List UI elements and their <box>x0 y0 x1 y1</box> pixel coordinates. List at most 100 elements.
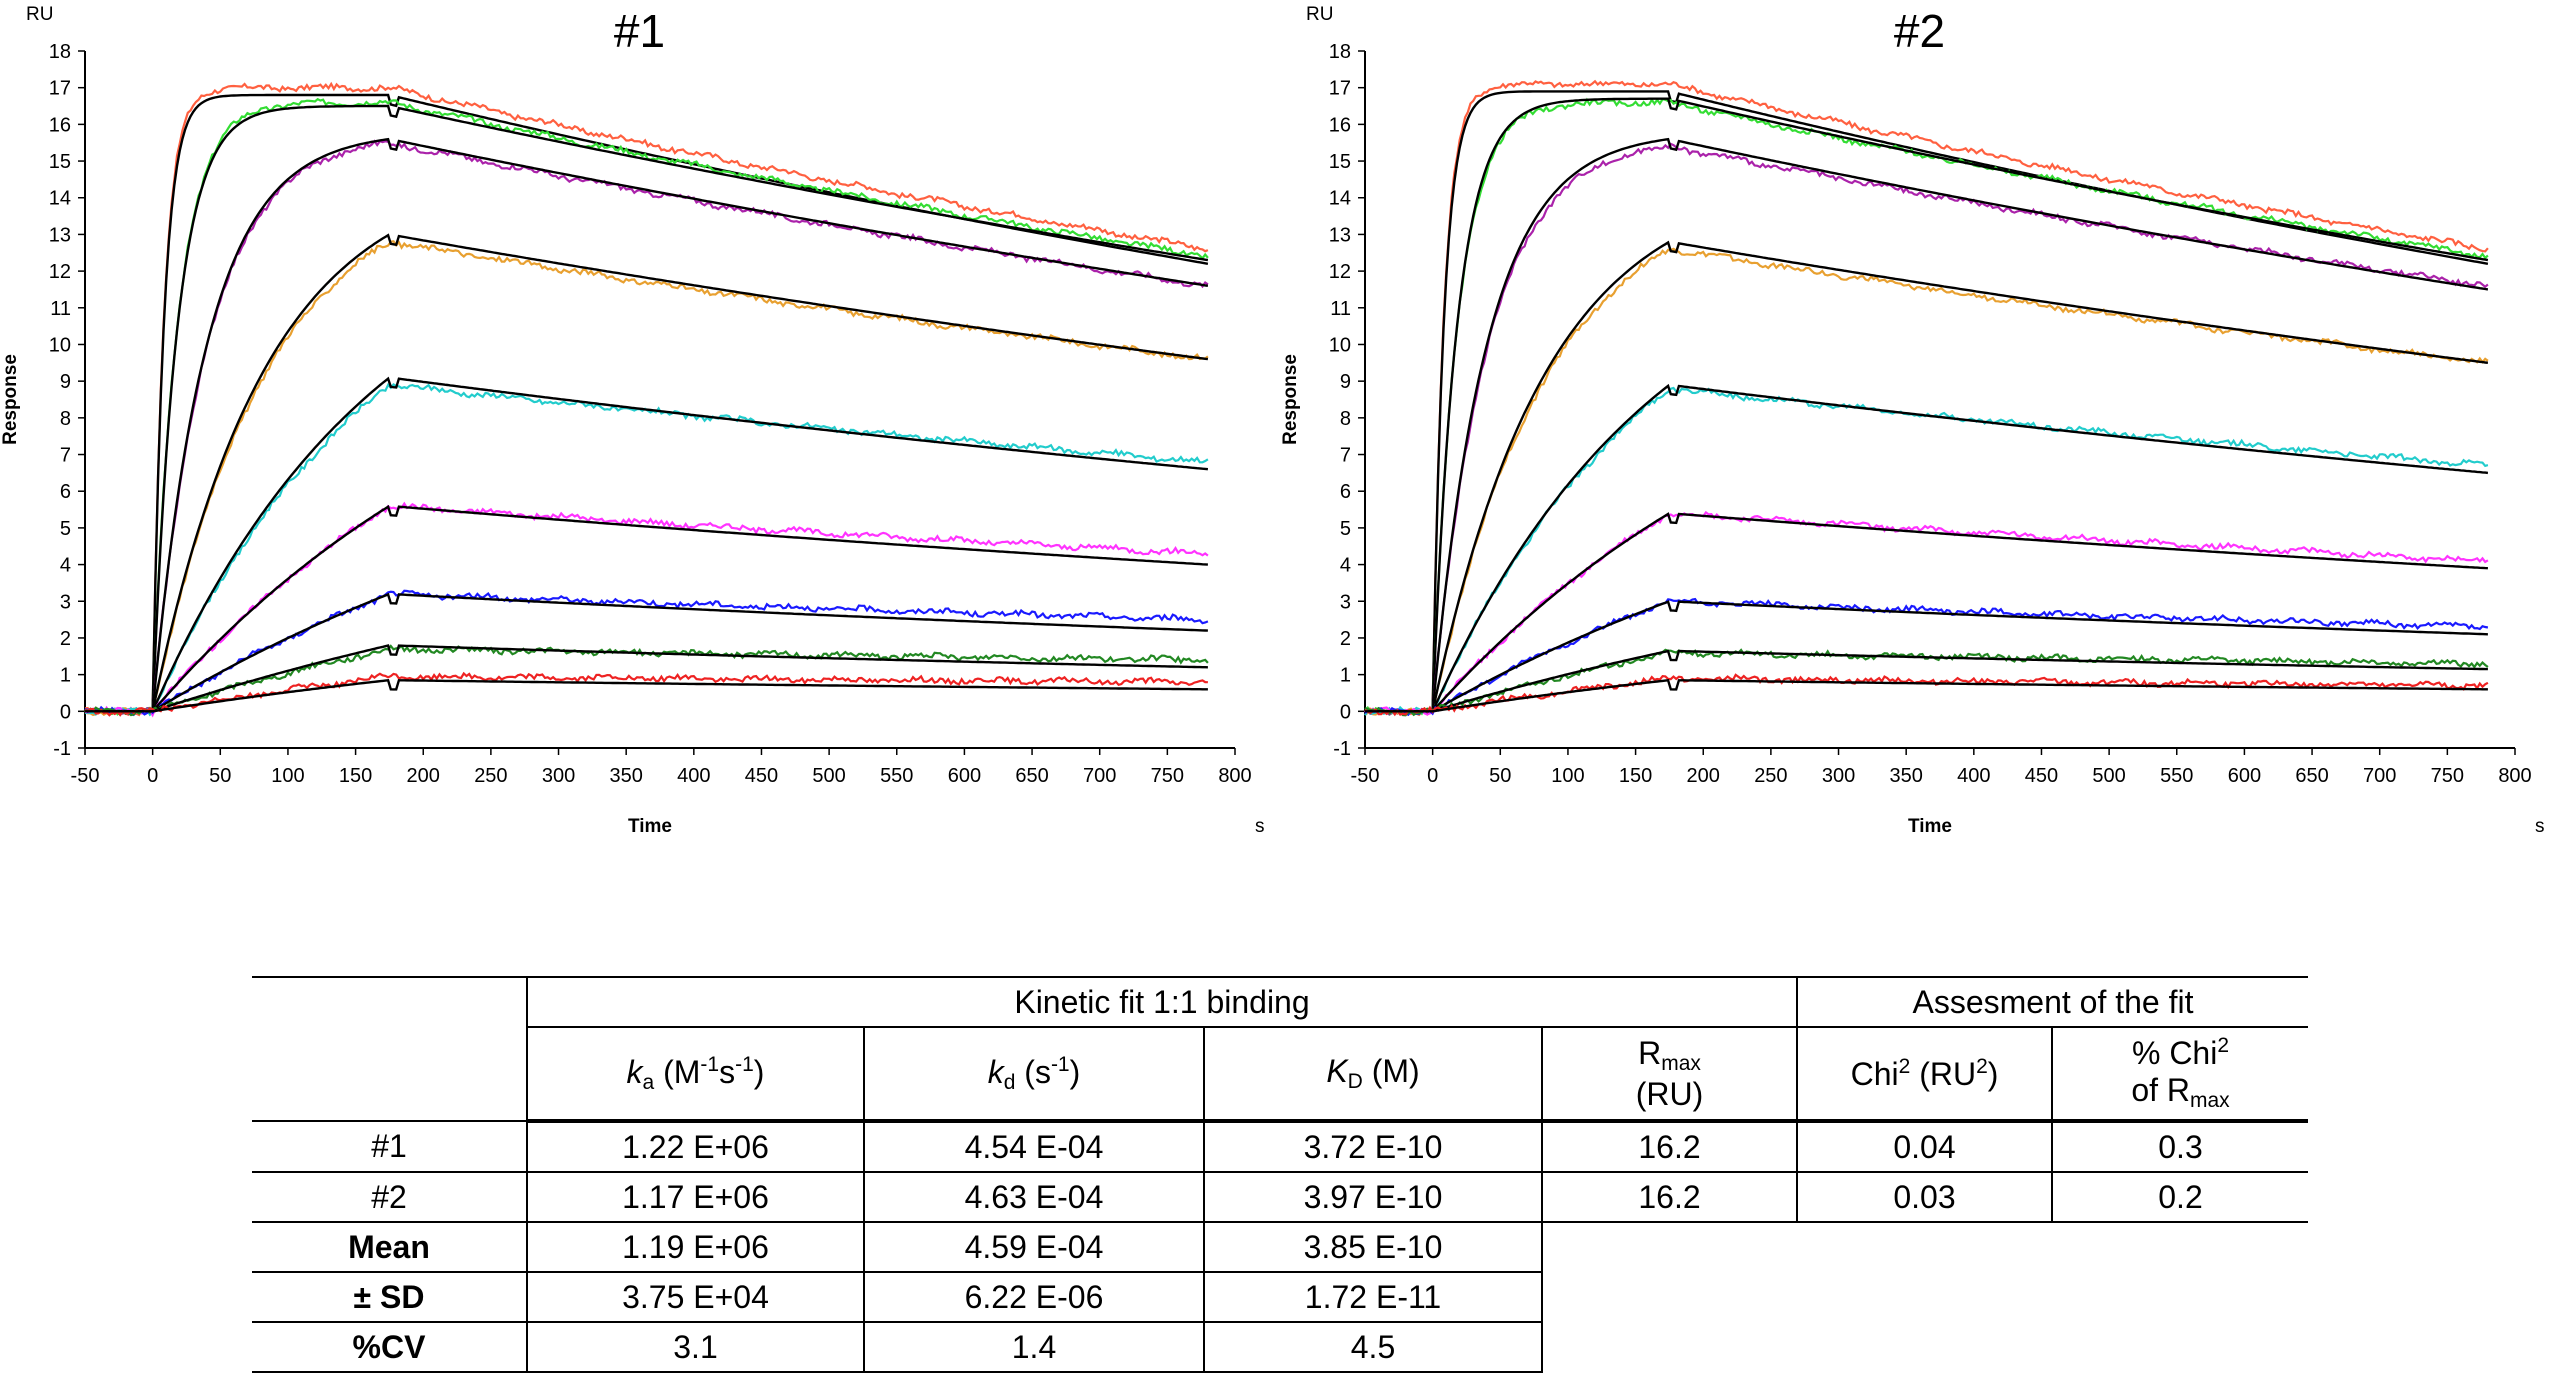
cell-KD: 4.5 <box>1203 1321 1543 1373</box>
cell-rmax: 16.2 <box>1541 1171 1798 1223</box>
chart-title: #2 <box>1893 5 1946 57</box>
cell-ka: 3.75 E+04 <box>526 1271 865 1323</box>
sensorgram-fit-line <box>85 504 1208 713</box>
y-tick-label: -1 <box>53 738 71 760</box>
sensorgram-fit-line <box>85 592 1208 713</box>
x-tick-label: 700 <box>2363 765 2396 787</box>
y-tick-label: 14 <box>1329 188 1351 210</box>
x-axis-label: Time <box>1908 816 1952 837</box>
sensorgram-fit-line <box>1365 90 2489 713</box>
x-tick-label: 350 <box>1889 765 1922 787</box>
sensorgram-data-line <box>84 81 1209 717</box>
x-tick-label: 450 <box>2025 765 2058 787</box>
sensorgram-data-line <box>1364 142 2489 717</box>
y-tick-label: 11 <box>1330 298 1351 320</box>
y-tick-label: 15 <box>1329 151 1351 173</box>
cell-KD: 3.97 E-10 <box>1203 1171 1543 1223</box>
sensorgram-chart-1: #1 -1 0 1 2 3 4 5 6 7 8 9 10 11 12 13 14 15 16 17 18 -50 0 50 1… <box>0 0 1279 870</box>
sensorgram-data-line <box>84 139 1209 716</box>
x-tick-label: 250 <box>1754 765 1787 787</box>
y-tick-label: 12 <box>49 261 71 283</box>
sensorgram-fit-line <box>85 376 1209 713</box>
table-corner-cell <box>252 976 528 1122</box>
x-tick-label: 700 <box>1083 765 1116 787</box>
sensorgram-fit-line <box>85 104 1209 713</box>
sensorgram-data-line <box>84 589 1209 717</box>
y-tick-label: 4 <box>1340 555 1351 577</box>
sensorgram-fit-line <box>1365 383 2489 713</box>
y-tick-label: 7 <box>60 445 71 467</box>
blank-cell <box>1542 1221 2308 1272</box>
cell-kd: 4.54 E-04 <box>863 1120 1205 1173</box>
cell-pct: 0.3 <box>2051 1120 2308 1173</box>
sensorgram-fit-line <box>1365 600 2488 713</box>
y-tick-label: 0 <box>1340 701 1351 723</box>
x-unit-label: s <box>2535 816 2545 837</box>
sensorgram-fit-line <box>85 93 1209 713</box>
header-chi2: Chi2 (RU2) <box>1796 1026 2053 1123</box>
row-label: %CV <box>252 1321 528 1373</box>
x-tick-label: -50 <box>1351 765 1380 787</box>
y-tick-label: 17 <box>49 78 71 100</box>
y-tick-label: 8 <box>1340 408 1351 430</box>
x-tick-label: 200 <box>1687 765 1720 787</box>
y-tick-label: -1 <box>1333 738 1351 760</box>
x-tick-label: 350 <box>609 765 642 787</box>
sensorgram-data-line <box>1364 510 2489 716</box>
y-unit-label: RU <box>26 4 53 25</box>
sensorgram-data-line <box>1364 673 2489 717</box>
blank-cell <box>1542 1322 2308 1372</box>
blank-cell <box>1542 1272 2308 1322</box>
x-tick-label: 200 <box>407 765 440 787</box>
x-tick-label: 100 <box>271 765 304 787</box>
y-tick-label: 11 <box>50 298 71 320</box>
y-axis-label: Response <box>1280 354 1301 445</box>
y-tick-label: 16 <box>49 114 71 136</box>
y-tick-label: 4 <box>60 555 71 577</box>
y-tick-label: 15 <box>49 151 71 173</box>
header-kd: kd (s-1) <box>863 1026 1205 1123</box>
x-tick-label: 250 <box>474 765 507 787</box>
header-ka: ka (M-1s-1) <box>526 1026 865 1123</box>
cell-ka: 1.19 E+06 <box>526 1221 865 1273</box>
y-tick-label: 12 <box>1329 261 1351 283</box>
y-tick-label: 0 <box>60 701 71 723</box>
x-tick-label: 400 <box>677 765 710 787</box>
row-label: #1 <box>252 1120 528 1173</box>
sensorgram-fit-line <box>85 678 1208 713</box>
sensorgram-data-line <box>84 382 1209 717</box>
group-header-kinetic: Kinetic fit 1:1 binding <box>526 976 1798 1028</box>
y-tick-label: 3 <box>1340 591 1351 613</box>
cell-kd: 4.63 E-04 <box>863 1171 1205 1223</box>
row-label: Mean <box>252 1221 528 1273</box>
y-tick-label: 9 <box>1340 371 1351 393</box>
cell-kd: 1.4 <box>863 1321 1205 1373</box>
x-tick-label: 650 <box>1015 765 1048 787</box>
cell-chi2: 0.04 <box>1796 1120 2053 1173</box>
x-tick-label: 300 <box>542 765 575 787</box>
cell-rmax: 16.2 <box>1541 1120 1798 1173</box>
cell-ka: 1.22 E+06 <box>526 1120 865 1173</box>
sensorgram-fit-line <box>85 644 1208 713</box>
y-tick-label: 5 <box>1340 518 1351 540</box>
y-tick-label: 3 <box>60 591 71 613</box>
x-unit-label: s <box>1255 816 1265 837</box>
sensorgram-fit-line <box>1365 512 2488 713</box>
sensorgram-fit-line <box>1365 678 2488 713</box>
header-rmax: Rmax (RU) <box>1541 1026 1798 1123</box>
row-label: ± SD <box>252 1271 528 1323</box>
cell-chi2: 0.03 <box>1796 1171 2053 1223</box>
sensorgram-data-line <box>84 240 1209 717</box>
table-stats-row: %CV 3.1 1.4 4.5 <box>252 1321 2308 1373</box>
y-tick-label: 10 <box>1329 334 1351 356</box>
y-tick-label: 13 <box>1329 224 1351 246</box>
cell-ka: 3.1 <box>526 1321 865 1373</box>
x-tick-label: 450 <box>745 765 778 787</box>
sensorgram-fit-line <box>1365 137 2489 713</box>
x-tick-label: 500 <box>2092 765 2125 787</box>
chart-title: #1 <box>613 5 666 57</box>
table-stats-row: Mean 1.19 E+06 4.59 E-04 3.85 E-10 <box>252 1221 2308 1273</box>
group-header-assessment: Assesment of the fit <box>1796 976 2308 1028</box>
y-tick-label: 6 <box>60 481 71 503</box>
x-tick-label: 0 <box>147 765 158 787</box>
